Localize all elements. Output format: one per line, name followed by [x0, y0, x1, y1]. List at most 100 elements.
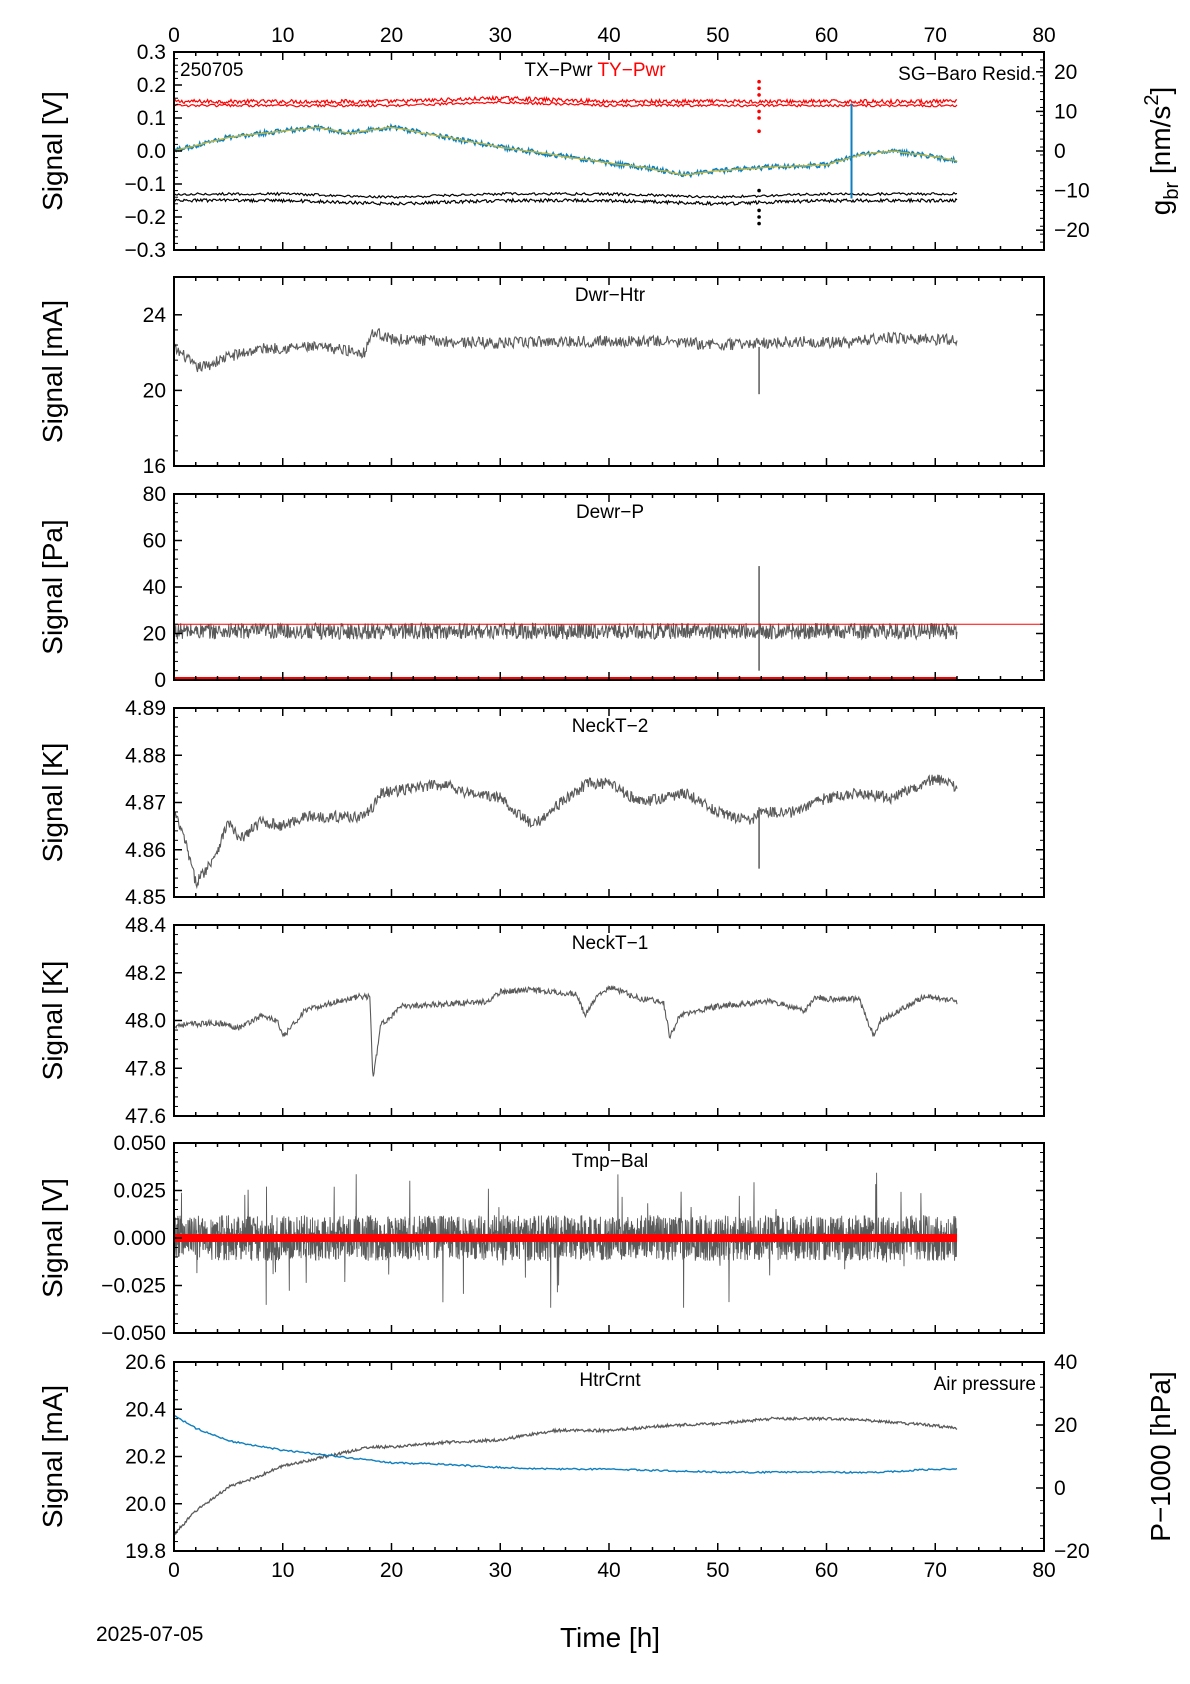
- x-axis-label: Time [h]: [560, 1622, 660, 1653]
- plot-frame: [173, 707, 1045, 898]
- y-tick-label: 0.0: [137, 140, 166, 163]
- data-layer-p1: [174, 79, 958, 226]
- y-tick-label: 47.8: [125, 1057, 166, 1080]
- y-tick-label: 4.89: [125, 697, 166, 720]
- x-tick-label-top: 40: [597, 24, 620, 47]
- right-legend: SG−Baro Resid.: [898, 64, 1036, 85]
- y-tick-label: 0.050: [113, 1132, 166, 1155]
- y-tick-label: 0.000: [113, 1227, 166, 1250]
- y-tick-label: 48.2: [125, 962, 166, 985]
- x-tick-label-top: 70: [924, 24, 947, 47]
- y-axis-label: Signal [V]: [37, 91, 68, 211]
- panel-title: NeckT−2: [572, 716, 649, 737]
- data-layer-p3: [174, 566, 1044, 680]
- panel-p1: −0.3 −0.2 −0.1 0.0 0.1 0.2 0.3 −20 −10 0 10 20 0 10 20…: [37, 24, 1183, 262]
- y-tick-label: 20.2: [125, 1446, 166, 1469]
- y2-tick-label: 40: [1054, 1351, 1077, 1374]
- y-axis-label: Signal [mA]: [37, 300, 68, 443]
- panel-title: Dewr−P: [576, 502, 644, 523]
- y-tick-label: 20: [143, 623, 166, 646]
- y2-tick-label: 0: [1054, 140, 1066, 163]
- y2-tick-label: 0: [1054, 1477, 1066, 1500]
- y-tick-label: 80: [143, 483, 166, 506]
- panel-p4: 4.85 4.86 4.87 4.88 4.89 Signal [K] NeckT−2: [37, 697, 1045, 909]
- y2-tick-label: −20: [1054, 1540, 1090, 1563]
- x-tick-label: 70: [924, 1559, 947, 1582]
- y-tick-label: 0.2: [137, 74, 166, 97]
- tx-outlier-point: [757, 208, 761, 213]
- right-legend: Air pressure: [934, 1374, 1036, 1395]
- panel-title: NeckT−1: [572, 933, 649, 954]
- y-tick-label: 0.1: [137, 107, 166, 130]
- y-tick-label: 4.85: [125, 886, 166, 909]
- x-tick-label: 60: [815, 1559, 838, 1582]
- x-tick-label: 0: [168, 1559, 180, 1582]
- y-tick-label: 40: [143, 576, 166, 599]
- panel-title: HtrCrnt: [579, 1370, 641, 1391]
- y-tick-label: 20: [143, 379, 166, 402]
- ty-outlier-point: [757, 86, 761, 91]
- plot-frame: [173, 1142, 1045, 1334]
- series-neckt-1: [174, 985, 958, 1077]
- x-tick-label: 50: [706, 1559, 729, 1582]
- data-layer-p6: [174, 1172, 958, 1308]
- x-tick-label-top: 10: [271, 24, 294, 47]
- y-axis-label: Signal [V]: [37, 1178, 68, 1298]
- y2-tick-label: 20: [1054, 1414, 1077, 1437]
- x-tick-label-top: 0: [168, 24, 180, 47]
- y-tick-label: 4.87: [125, 792, 166, 815]
- y-tick-label: 16: [143, 455, 166, 478]
- y-tick-label: −0.2: [125, 206, 166, 229]
- y-tick-label: 47.6: [125, 1105, 166, 1128]
- y2-sup: 2: [1141, 95, 1163, 106]
- y-tick-label: 48.4: [125, 914, 166, 937]
- date-label: 2025-07-05: [96, 1623, 203, 1646]
- data-layer-p7: [174, 1415, 958, 1536]
- y2-unit: [nm/s: [1145, 106, 1176, 182]
- ty-outlier-point: [757, 109, 761, 114]
- series-dewr-p: [174, 621, 958, 641]
- panel-p5: 47.6 47.8 48.0 48.2 48.4 Signal [K] NeckT−1: [37, 914, 1045, 1128]
- tx-outlier-point: [757, 188, 761, 193]
- series-tmp-bal: [174, 1172, 958, 1308]
- ty-outlier-point: [757, 79, 761, 84]
- plot-frame: [173, 493, 1045, 681]
- series-tx-pwr-b: [174, 191, 958, 199]
- y2-tick-label: 20: [1054, 61, 1077, 84]
- y-tick-label: −0.025: [101, 1275, 166, 1298]
- title-ty: TY−Pwr: [597, 60, 666, 81]
- x-tick-label: 80: [1032, 1559, 1055, 1582]
- y-tick-label: 24: [143, 304, 167, 327]
- series-air-pressure: [174, 1415, 958, 1474]
- x-tick-label: 40: [597, 1559, 620, 1582]
- y-tick-label: 20.4: [125, 1398, 166, 1421]
- plot-frame: [173, 276, 1045, 467]
- series-sg-baro-smooth: [174, 126, 958, 176]
- panel-p7: 19.8 20.0 20.2 20.4 20.6 −20 0 20 40 0 10 20 30 40 50 6…: [37, 1351, 1176, 1582]
- series-ty-pwr-b: [174, 100, 958, 108]
- y2-axis-label: P−1000 [hPa]: [1145, 1371, 1176, 1541]
- y2-sub: br: [1161, 182, 1183, 200]
- x-tick-label-top: 50: [706, 24, 729, 47]
- ty-outlier-point: [757, 116, 761, 120]
- panel-p2: 16 20 24 Signal [mA] Dwr−Htr: [37, 276, 1045, 478]
- panel-p6: −0.050 −0.025 0.000 0.025 0.050 Signal [V] Tmp…: [37, 1132, 1045, 1345]
- y2-tick-label: −20: [1054, 219, 1090, 242]
- y2-main: g: [1145, 200, 1176, 216]
- x-tick-label: 20: [380, 1559, 403, 1582]
- y2-axis-label: gbr [nm/s2]: [1141, 87, 1183, 216]
- tx-outlier-point: [757, 215, 761, 219]
- series-ty-pwr: [174, 94, 958, 106]
- y-axis-label: Signal [K]: [37, 743, 68, 863]
- data-layer-p4: [174, 774, 958, 890]
- plot-frame: [173, 924, 1045, 1117]
- y2-tick-label: −10: [1054, 180, 1090, 203]
- panel-title: Dwr−Htr: [575, 285, 646, 306]
- y-tick-label: 20.6: [125, 1351, 166, 1374]
- series-htrcrnt: [174, 1416, 958, 1536]
- plot-frame: [173, 51, 1045, 251]
- panel-title: Tmp−Bal: [572, 1151, 649, 1172]
- data-layer-p2: [174, 328, 958, 395]
